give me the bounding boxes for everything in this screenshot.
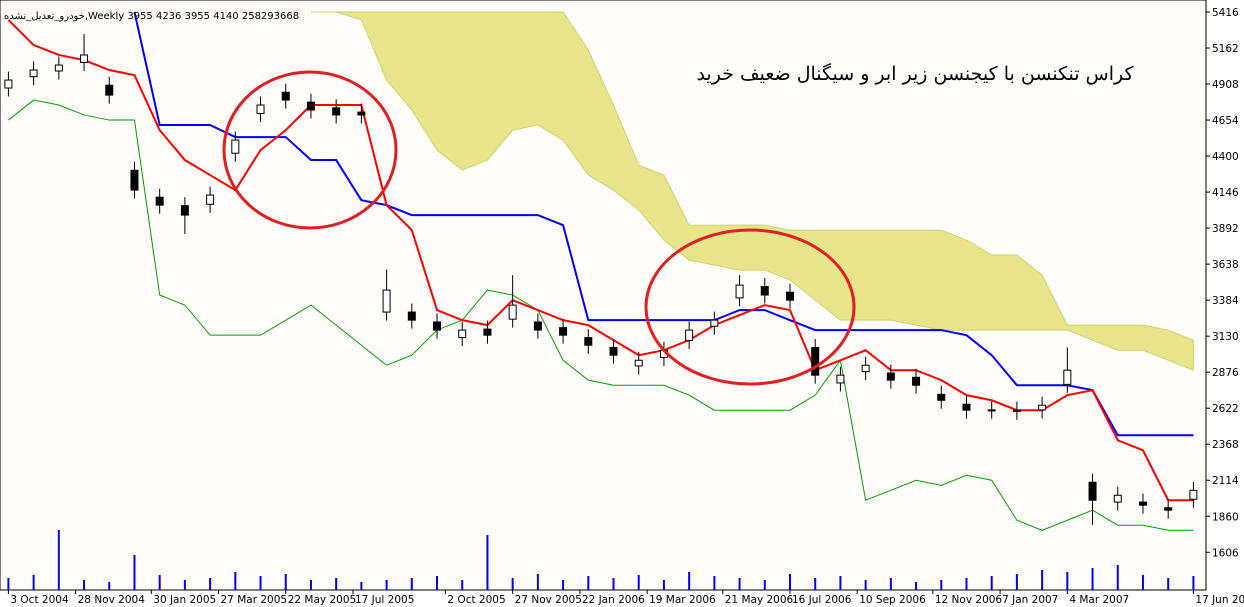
candle-body xyxy=(685,329,694,341)
candle-body xyxy=(760,286,769,296)
candle-body xyxy=(710,319,719,327)
indicator-line xyxy=(7,19,1194,502)
candle-body xyxy=(155,196,164,206)
candle-body xyxy=(281,91,290,101)
x-tick-label: 2 Oct 2005 xyxy=(447,594,505,606)
candle-body xyxy=(483,328,492,336)
candle-body xyxy=(785,291,794,301)
candle-body xyxy=(206,194,215,205)
candle-body xyxy=(130,169,139,191)
indicator-line xyxy=(8,99,1194,531)
x-tick-label: 17 Jun 2007 xyxy=(1195,594,1244,606)
x-tick-label: 30 Jan 2005 xyxy=(153,594,216,606)
y-tick-label: 2368 xyxy=(1212,439,1239,451)
x-tick-label: 22 May 2005 xyxy=(288,594,356,606)
candle-body xyxy=(105,84,114,96)
candle-body xyxy=(811,347,820,376)
candle-body xyxy=(180,205,189,216)
candle-body xyxy=(1063,369,1072,385)
candle-body xyxy=(332,107,341,116)
x-tick-label: 22 Jan 2006 xyxy=(582,594,645,606)
candle-body xyxy=(1113,494,1122,503)
candle-body xyxy=(4,79,13,89)
candle-body xyxy=(533,321,542,331)
candle-body xyxy=(357,111,366,116)
y-tick-label: 3384 xyxy=(1212,295,1239,307)
y-tick-label: 3892 xyxy=(1212,223,1239,235)
chart-title: کراس تنکنسن با کیجنسن زیر ابر و سیگنال ض… xyxy=(696,62,1134,85)
y-tick-label: 4908 xyxy=(1212,79,1239,91)
cloud xyxy=(310,11,1194,371)
y-tick-label: 4654 xyxy=(1212,115,1239,127)
y-tick-label: 2114 xyxy=(1212,475,1239,487)
highlight-circle xyxy=(644,228,856,386)
candle-body xyxy=(508,304,517,320)
candle-body xyxy=(433,321,442,331)
y-tick-label: 4400 xyxy=(1212,151,1239,163)
candle-body xyxy=(962,403,971,411)
candle-body xyxy=(559,327,568,336)
candle-body xyxy=(1038,404,1047,411)
x-tick-label: 7 Jan 2007 xyxy=(1002,594,1058,606)
candle-body xyxy=(54,64,63,72)
candle-body xyxy=(937,393,946,401)
candle-body xyxy=(1138,501,1147,506)
candle-body xyxy=(29,69,38,78)
candle-body xyxy=(836,374,845,384)
candle-body xyxy=(382,289,391,313)
candle-body xyxy=(458,329,467,339)
candle-body xyxy=(634,359,643,367)
candle-body xyxy=(987,409,996,412)
candle-body xyxy=(80,54,89,63)
candle-body xyxy=(584,337,593,346)
candle-body xyxy=(306,101,315,111)
indicator-line xyxy=(133,11,1194,437)
candle-body xyxy=(886,372,895,381)
x-tick-label: 16 Jul 2006 xyxy=(792,594,852,606)
x-tick-label: 12 Nov 2006 xyxy=(935,594,1003,606)
candle-body xyxy=(735,284,744,299)
candle-body xyxy=(912,376,921,386)
y-tick-label: 2622 xyxy=(1212,403,1239,415)
candle-body xyxy=(1088,481,1097,501)
y-tick-label: 3130 xyxy=(1212,331,1239,343)
x-tick-label: 17 Jul 2005 xyxy=(355,594,414,606)
y-tick-label: 5162 xyxy=(1212,43,1239,55)
x-tick-label: 27 Mar 2005 xyxy=(221,594,288,606)
candle-body xyxy=(407,311,416,321)
candle-body xyxy=(1189,489,1198,500)
x-tick-label: 21 May 2006 xyxy=(725,594,794,606)
x-tick-label: 19 Mar 2006 xyxy=(649,594,716,606)
y-tick-label: 3638 xyxy=(1212,259,1239,271)
candle-body xyxy=(256,104,265,115)
candle-body xyxy=(609,347,618,356)
y-tick-label: 1860 xyxy=(1212,511,1239,523)
x-tick-label: 10 Sep 2006 xyxy=(859,594,926,606)
x-tick-label: 27 Nov 2005 xyxy=(515,594,582,606)
candle-body xyxy=(1164,507,1173,511)
x-tick-label: 28 Nov 2004 xyxy=(78,594,146,606)
y-tick-label: 4146 xyxy=(1212,187,1239,199)
chart-header: خودرو_تعدیل_نشده,Weekly 3955 4236 3955 4… xyxy=(4,11,299,22)
highlight-circle xyxy=(222,70,398,230)
y-tick-label: 5416 xyxy=(1212,7,1239,19)
candle-body xyxy=(861,364,870,373)
x-tick-label: 4 Mar 2007 xyxy=(1069,594,1129,606)
candle-body xyxy=(231,139,240,154)
candle-body xyxy=(1012,409,1021,412)
x-tick-label: 3 Oct 2004 xyxy=(10,594,69,606)
y-tick-label: 2876 xyxy=(1212,367,1239,379)
y-tick-label: 1606 xyxy=(1212,547,1239,559)
